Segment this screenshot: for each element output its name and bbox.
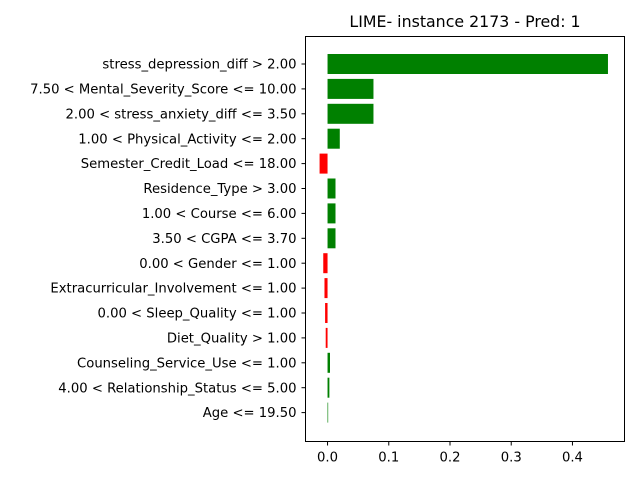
y-tick-label-10: 0.00 < Sleep_Quality <= 1.00 xyxy=(98,307,297,322)
bars-group xyxy=(319,54,608,423)
bar-14 xyxy=(327,402,329,423)
y-tick-label-12: Counseling_Service_Use <= 1.00 xyxy=(77,356,296,371)
bar-12 xyxy=(327,352,330,373)
x-tick-label-2: 0.2 xyxy=(440,451,461,466)
y-tick-label-5: Residence_Type > 3.00 xyxy=(143,182,296,197)
bar-13 xyxy=(327,377,330,398)
x-tick-label-4: 0.4 xyxy=(562,451,583,466)
x-tick-label-3: 0.3 xyxy=(501,451,522,466)
y-tick-label-2: 2.00 < stress_anxiety_diff <= 3.50 xyxy=(66,107,297,122)
bar-8 xyxy=(323,253,328,274)
y-tick-label-13: 4.00 < Relationship_Status <= 5.00 xyxy=(58,381,296,396)
y-tick-label-6: 1.00 < Course <= 6.00 xyxy=(142,207,297,222)
bar-5 xyxy=(327,178,336,199)
y-tick-label-14: Age <= 19.50 xyxy=(203,406,297,421)
y-tick-labels: stress_depression_diff > 2.00 7.50 < Ment… xyxy=(30,58,306,421)
y-tick-label-9: Extracurricular_Involvement <= 1.00 xyxy=(50,282,296,297)
chart-title: LIME- instance 2173 - Pred: 1 xyxy=(349,12,580,31)
bar-11 xyxy=(325,327,328,348)
y-tick-label-11: Diet_Quality > 1.00 xyxy=(167,332,297,347)
y-tick-label-0: stress_depression_diff > 2.00 xyxy=(102,58,296,73)
bar-6 xyxy=(327,203,336,224)
plot-frame xyxy=(305,36,625,442)
y-tick-label-1: 7.50 < Mental_Severity_Score <= 10.00 xyxy=(30,83,296,98)
y-tick-label-3: 1.00 < Physical_Activity <= 2.00 xyxy=(78,132,296,147)
x-tick-label-0: 0.0 xyxy=(317,451,338,466)
y-tick-label-8: 0.00 < Gender <= 1.00 xyxy=(139,257,296,272)
bar-0 xyxy=(327,54,608,74)
bar-1 xyxy=(327,78,374,99)
bar-2 xyxy=(327,103,374,124)
bar-7 xyxy=(327,228,336,249)
bar-3 xyxy=(327,128,340,149)
bar-9 xyxy=(324,278,328,299)
x-tick-label-1: 0.1 xyxy=(378,451,399,466)
x-tick-marks: 0.0 0.1 0.2 0.3 0.4 xyxy=(317,441,583,466)
bar-4 xyxy=(319,153,328,174)
y-tick-label-7: 3.50 < CGPA <= 3.70 xyxy=(152,232,296,247)
bar-10 xyxy=(325,303,328,323)
y-tick-label-4: Semester_Credit_Load <= 18.00 xyxy=(81,157,297,172)
